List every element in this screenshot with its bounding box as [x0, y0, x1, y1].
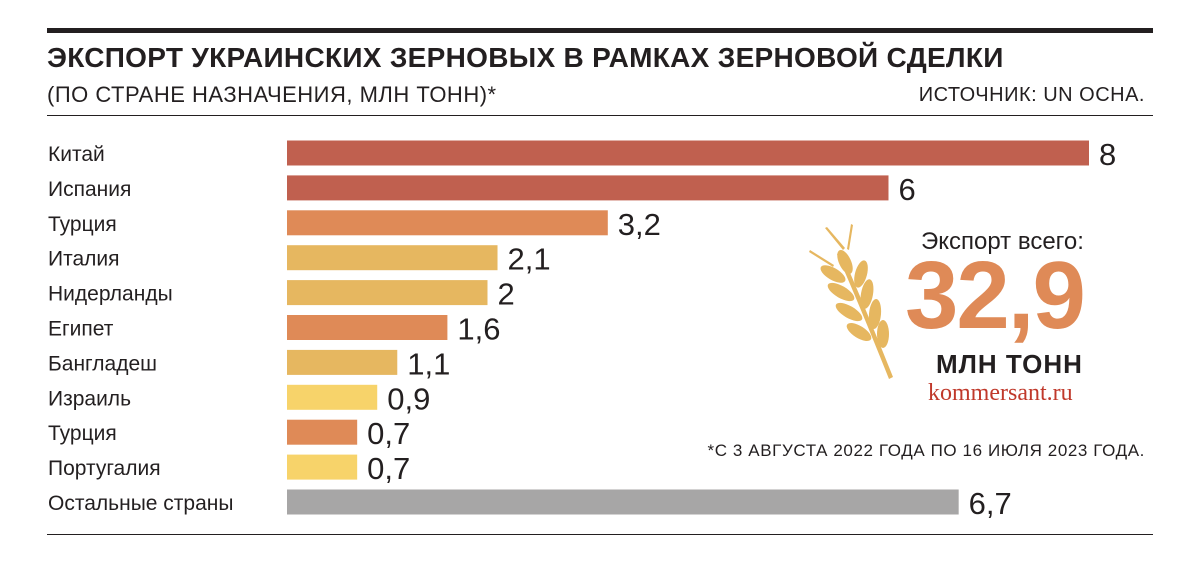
category-label: Остальные страны	[48, 492, 233, 515]
bar	[287, 454, 358, 480]
bar	[287, 419, 358, 445]
footnote: *С 3 АВГУСТА 2022 ГОДА ПО 16 ИЮЛЯ 2023 Г…	[707, 441, 1145, 460]
value-label: 0,7	[367, 451, 410, 486]
category-label: Египет	[48, 318, 114, 341]
total-export-value: 32,9	[905, 242, 1086, 349]
top-rule	[47, 28, 1153, 33]
category-label: Нидерланды	[48, 283, 173, 306]
category-label: Бангладеш	[48, 352, 157, 375]
value-label: 2	[498, 277, 515, 312]
wheat-icon	[809, 224, 893, 379]
chart-subtitle: (ПО СТРАНЕ НАЗНАЧЕНИЯ, МЛН ТОНН)*	[47, 82, 497, 107]
site-credit: kommersant.ru	[928, 380, 1073, 406]
value-label: 0,7	[367, 416, 410, 451]
total-export-label: Экспорт всего:	[921, 228, 1084, 255]
bar	[287, 384, 378, 410]
total-export-unit: МЛН ТОНН	[936, 349, 1083, 379]
category-label: Турция	[48, 422, 117, 445]
value-label: 1,1	[407, 346, 450, 381]
value-label: 1,6	[457, 312, 500, 347]
source-note: ИСТОЧНИК: UN OCHA.	[918, 84, 1145, 106]
value-label: 0,9	[387, 381, 430, 416]
category-label: Китай	[48, 143, 105, 166]
bar	[287, 245, 498, 271]
category-label: Израиль	[48, 387, 131, 410]
bottom-rule	[47, 534, 1153, 535]
chart-title: ЭКСПОРТ УКРАИНСКИХ ЗЕРНОВЫХ В РАМКАХ ЗЕР…	[47, 42, 1004, 73]
bar	[287, 489, 959, 515]
value-label: 8	[1099, 137, 1116, 172]
bar	[287, 280, 488, 306]
bar	[287, 140, 1089, 166]
category-label: Испания	[48, 178, 131, 201]
value-label: 6	[899, 172, 916, 207]
value-label: 2,1	[508, 242, 551, 277]
category-label: Италия	[48, 248, 120, 271]
bar	[287, 315, 448, 340]
bar	[287, 210, 608, 236]
bar	[287, 175, 889, 201]
bar	[287, 349, 398, 375]
value-label: 3,2	[618, 207, 661, 242]
value-label: 6,7	[969, 486, 1012, 521]
header-divider	[47, 115, 1153, 116]
category-label: Турция	[48, 213, 117, 236]
category-label: Португалия	[48, 457, 161, 480]
